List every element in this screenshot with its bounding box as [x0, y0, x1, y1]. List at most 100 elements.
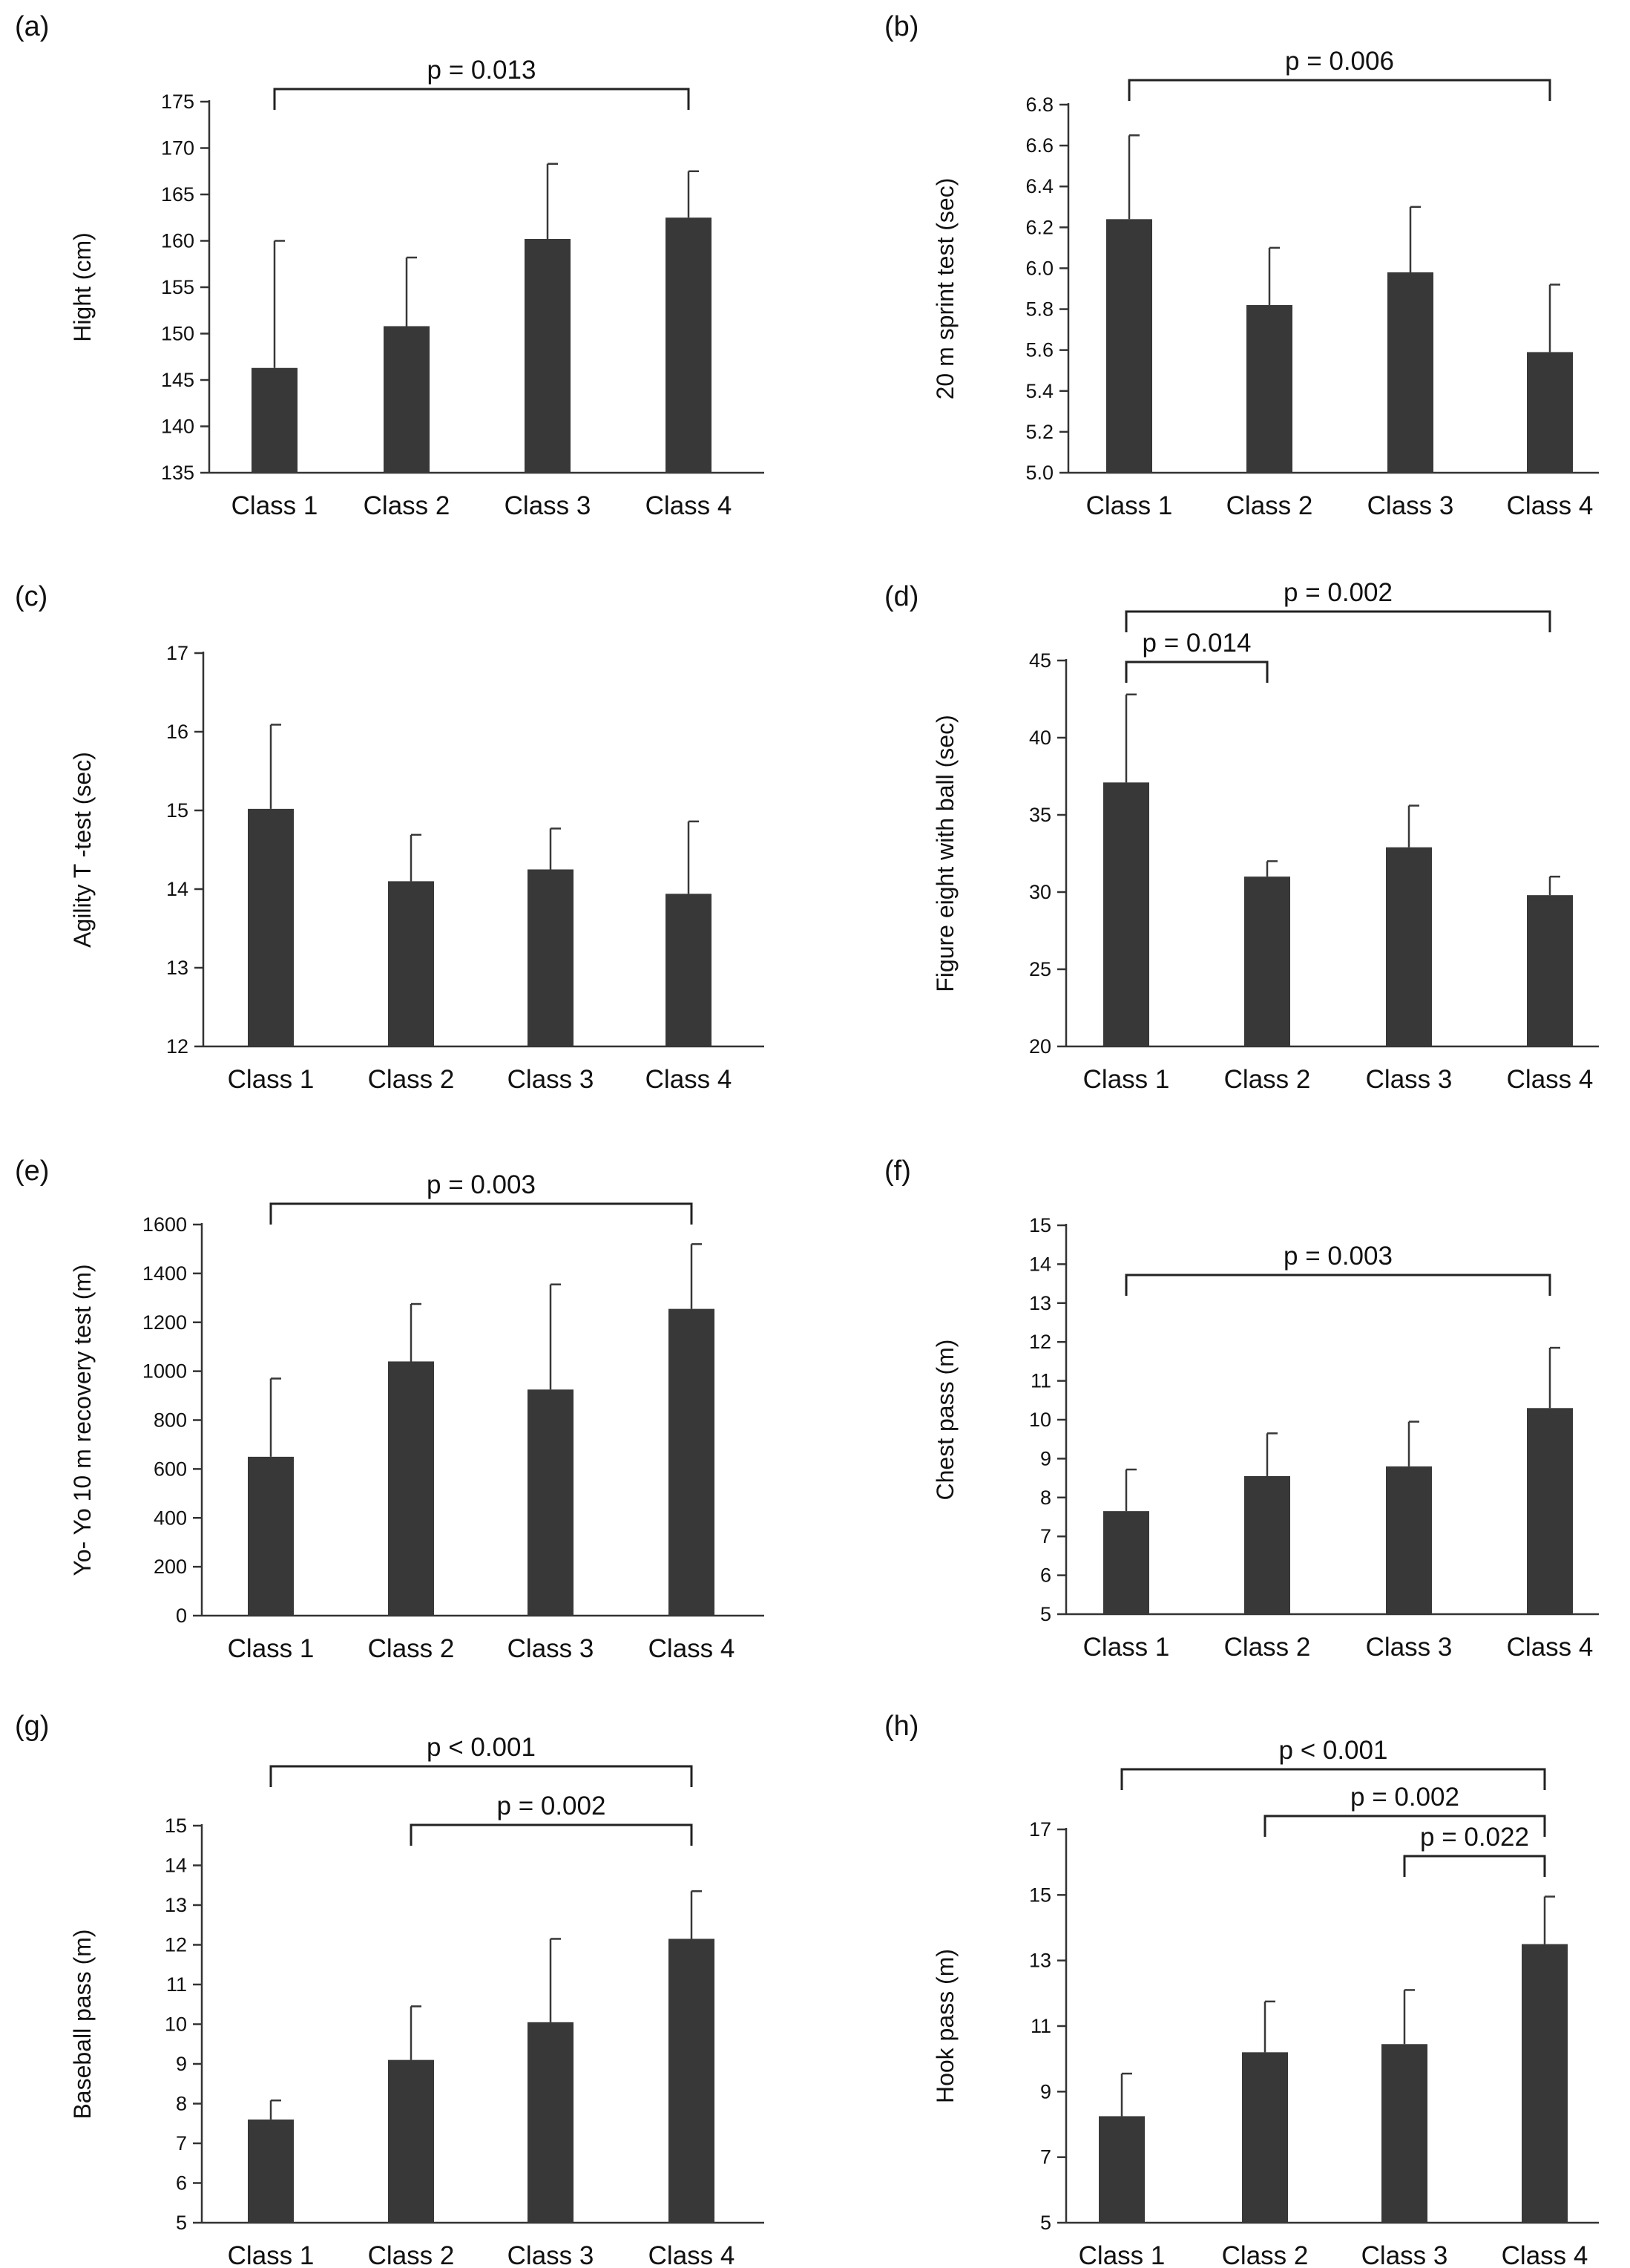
chart-panel: (a) 135 140 145 150 155 160 165 170 175 Hight (cm)… [15, 11, 764, 520]
category-label: Class 4 [1507, 1065, 1594, 1094]
y-tick-label: 6.6 [1025, 134, 1054, 157]
category-label: Class 3 [507, 1065, 594, 1094]
y-tick-label: 12 [165, 1934, 187, 1956]
y-tick-label: 11 [166, 1973, 187, 1996]
y-tick-label: 165 [161, 183, 194, 206]
category-label: Class 2 [364, 491, 450, 520]
y-tick-label: 7 [1040, 1525, 1051, 1547]
category-label: Class 1 [1079, 2241, 1166, 2268]
bar [1242, 2052, 1288, 2223]
category-label: Class 4 [648, 1634, 735, 1663]
significance-bracket [273, 88, 690, 110]
y-tick-label: 45 [1029, 649, 1051, 672]
p-value-label: p = 0.022 [1420, 1823, 1529, 1852]
panel-label: (h) [884, 1711, 918, 1742]
bar [388, 2059, 434, 2223]
y-tick-label: 6.2 [1025, 216, 1054, 238]
p-value-label: p = 0.003 [1284, 1242, 1393, 1271]
category-label: Class 1 [231, 491, 318, 520]
category-label: Class 4 [1507, 1633, 1594, 1662]
y-tick-label: 5 [176, 2212, 187, 2234]
bar [1106, 219, 1152, 473]
category-label: Class 3 [1361, 2241, 1448, 2268]
bar [1527, 1408, 1573, 1614]
y-tick-label: 200 [154, 1556, 187, 1578]
y-axis-title: Baseball pass (m) [69, 1929, 96, 2119]
panel-label: (g) [15, 1711, 49, 1742]
bar [1244, 876, 1290, 1046]
significance-bracket [1403, 1855, 1546, 1877]
y-tick-label: 5 [1040, 2212, 1051, 2234]
category-label: Class 3 [505, 491, 591, 520]
panel-label: (a) [15, 11, 49, 42]
y-tick-label: 135 [161, 462, 194, 484]
bar [666, 217, 712, 473]
y-tick-label: 15 [166, 799, 188, 822]
bar [248, 1456, 294, 1616]
category-label: Class 1 [1083, 1065, 1170, 1094]
y-tick-label: 10 [165, 2013, 187, 2036]
y-tick-label: 600 [154, 1458, 187, 1480]
y-tick-label: 160 [161, 230, 194, 252]
y-tick-label: 0 [176, 1605, 187, 1627]
category-label: Class 3 [507, 1634, 594, 1663]
category-label: Class 1 [1083, 1633, 1170, 1662]
y-tick-label: 6 [1040, 1564, 1051, 1587]
p-value-label: p = 0.013 [427, 56, 536, 85]
y-axis-title: 20 m sprint test (sec) [932, 178, 959, 400]
y-tick-label: 25 [1029, 958, 1051, 980]
y-tick-label: 5.4 [1025, 380, 1054, 402]
category-label: Class 4 [1502, 2241, 1588, 2268]
significance-bracket [1120, 1768, 1546, 1790]
category-label: Class 4 [1507, 491, 1594, 520]
y-tick-label: 14 [166, 878, 188, 900]
y-tick-label: 12 [166, 1035, 188, 1058]
bar [248, 808, 294, 1046]
bar [666, 894, 712, 1046]
y-tick-label: 155 [161, 276, 194, 298]
y-tick-label: 16 [166, 721, 188, 743]
category-label: Class 4 [648, 2241, 735, 2268]
bar [668, 1308, 714, 1616]
y-tick-label: 13 [1029, 1950, 1051, 1972]
y-tick-label: 35 [1029, 804, 1051, 826]
chart-panel: (d) 20 25 30 35 40 45 Figure eight with ball (s… [884, 578, 1599, 1094]
y-tick-label: 6.4 [1025, 175, 1054, 197]
category-label: Class 1 [1086, 491, 1173, 520]
bar [1522, 1944, 1568, 2223]
p-value-label: p < 0.001 [427, 1733, 536, 1762]
significance-bracket [1125, 610, 1551, 632]
category-label: Class 1 [228, 1634, 315, 1663]
bar [1386, 847, 1432, 1046]
chart-panel: (g) 5 6 7 8 9 10 11 12 13 14 15 Baseball pass (m) Cla… [15, 1711, 764, 2268]
p-value-label: p = 0.003 [427, 1170, 536, 1199]
category-label: Class 3 [1367, 491, 1454, 520]
y-tick-label: 11 [1031, 2015, 1051, 2037]
p-value-label: p = 0.014 [1143, 629, 1252, 658]
category-label: Class 1 [228, 2241, 315, 2268]
y-axis-title: Agility T -test (sec) [69, 752, 96, 948]
y-tick-label: 175 [161, 91, 194, 113]
chart-panel: (c) 12 13 14 15 16 17 Agility T -test (sec) Clas… [15, 581, 764, 1094]
significance-bracket [1125, 661, 1269, 683]
chart-panel: (f) 5 6 7 8 9 10 11 12 13 14 15 Chest pass (m) Class … [884, 1156, 1599, 1662]
y-axis-title: Hight (cm) [69, 232, 96, 342]
bar [384, 326, 430, 473]
y-tick-label: 5.2 [1025, 421, 1054, 443]
significance-bracket [1128, 79, 1551, 101]
y-tick-label: 6 [176, 2172, 187, 2195]
y-tick-label: 9 [1040, 1447, 1051, 1469]
p-value-label: p = 0.002 [1284, 578, 1393, 607]
bar [1103, 1511, 1149, 1614]
y-tick-label: 17 [1029, 1818, 1051, 1841]
y-tick-label: 9 [176, 2053, 187, 2075]
bar [1099, 2116, 1145, 2223]
y-tick-label: 1200 [142, 1311, 187, 1334]
p-value-label: p < 0.001 [1279, 1736, 1388, 1765]
panel-label: (b) [884, 11, 918, 42]
p-value-label: p = 0.006 [1285, 47, 1394, 76]
y-tick-label: 145 [161, 369, 194, 391]
y-tick-label: 30 [1029, 881, 1051, 903]
bar [1386, 1466, 1432, 1614]
y-tick-label: 800 [154, 1409, 187, 1432]
